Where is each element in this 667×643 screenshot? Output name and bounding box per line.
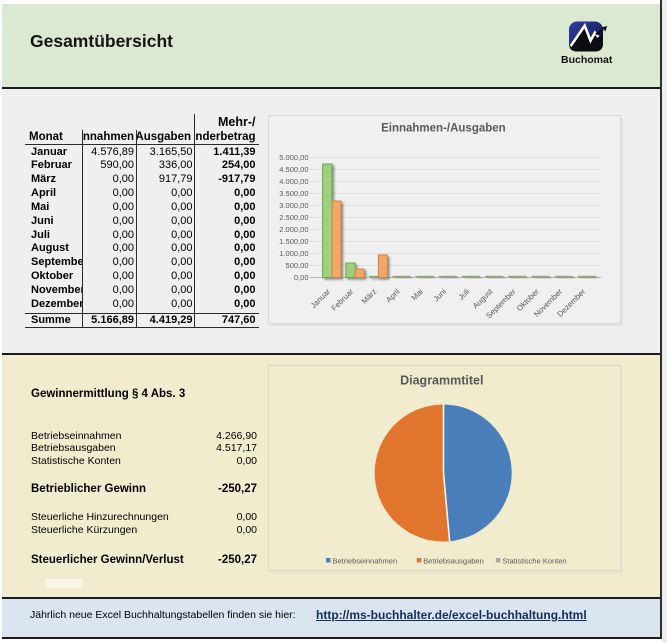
svg-text:4.000,00: 4.000,00 xyxy=(279,177,308,186)
svg-text:3.500,00: 3.500,00 xyxy=(279,189,308,198)
svg-text:Betriebseinnahmen: Betriebseinnahmen xyxy=(333,557,398,566)
svg-text:3.000,00: 3.000,00 xyxy=(279,201,308,210)
svg-text:1.000,00: 1.000,00 xyxy=(279,249,308,258)
svg-text:1.500,00: 1.500,00 xyxy=(279,237,308,246)
svg-text:2.500,00: 2.500,00 xyxy=(279,213,308,222)
svg-text:Einnahmen-/Ausgaben: Einnahmen-/Ausgaben xyxy=(381,122,506,134)
svg-text:4.500,00: 4.500,00 xyxy=(279,165,308,174)
svg-text:2.000,00: 2.000,00 xyxy=(279,225,308,234)
svg-text:Statistische Konten: Statistische Konten xyxy=(502,557,566,566)
svg-text:500,00: 500,00 xyxy=(286,261,309,270)
svg-text:0,00: 0,00 xyxy=(294,273,309,282)
svg-text:Diagrammtitel: Diagrammtitel xyxy=(400,374,483,388)
svg-text:Betriebsausgaben: Betriebsausgaben xyxy=(423,557,483,566)
svg-text:5.000,00: 5.000,00 xyxy=(279,153,308,162)
